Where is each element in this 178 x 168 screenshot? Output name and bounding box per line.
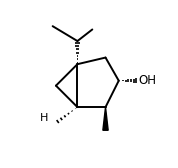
- Text: H: H: [39, 113, 48, 123]
- Text: OH: OH: [138, 74, 157, 87]
- Polygon shape: [103, 107, 108, 130]
